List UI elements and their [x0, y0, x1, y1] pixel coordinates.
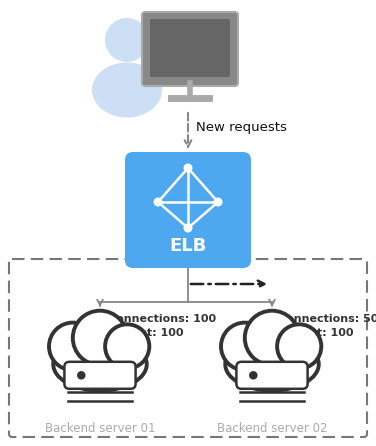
Text: Connections: 50: Connections: 50: [278, 314, 376, 324]
Text: Backend server 01: Backend server 01: [45, 421, 155, 434]
Circle shape: [221, 322, 268, 370]
Circle shape: [49, 322, 97, 370]
Circle shape: [77, 371, 86, 380]
FancyBboxPatch shape: [9, 259, 367, 437]
FancyBboxPatch shape: [150, 19, 230, 77]
Circle shape: [105, 18, 149, 62]
Ellipse shape: [92, 62, 162, 117]
Circle shape: [214, 198, 223, 206]
Text: ELB: ELB: [169, 237, 207, 255]
Text: New requests: New requests: [196, 121, 287, 135]
Circle shape: [183, 223, 193, 232]
Circle shape: [183, 164, 193, 173]
Ellipse shape: [225, 338, 319, 391]
Text: Weight: 100: Weight: 100: [108, 328, 183, 338]
FancyBboxPatch shape: [125, 152, 251, 268]
Circle shape: [249, 371, 258, 380]
Circle shape: [245, 311, 299, 365]
Circle shape: [277, 324, 321, 368]
Circle shape: [105, 324, 149, 368]
Text: Connections: 100: Connections: 100: [108, 314, 216, 324]
Circle shape: [153, 198, 162, 206]
Circle shape: [73, 311, 127, 365]
FancyBboxPatch shape: [142, 12, 238, 86]
Text: Backend server 02: Backend server 02: [217, 421, 327, 434]
Ellipse shape: [53, 338, 147, 391]
Text: Weight: 100: Weight: 100: [278, 328, 353, 338]
FancyBboxPatch shape: [64, 362, 136, 389]
FancyBboxPatch shape: [237, 362, 308, 389]
